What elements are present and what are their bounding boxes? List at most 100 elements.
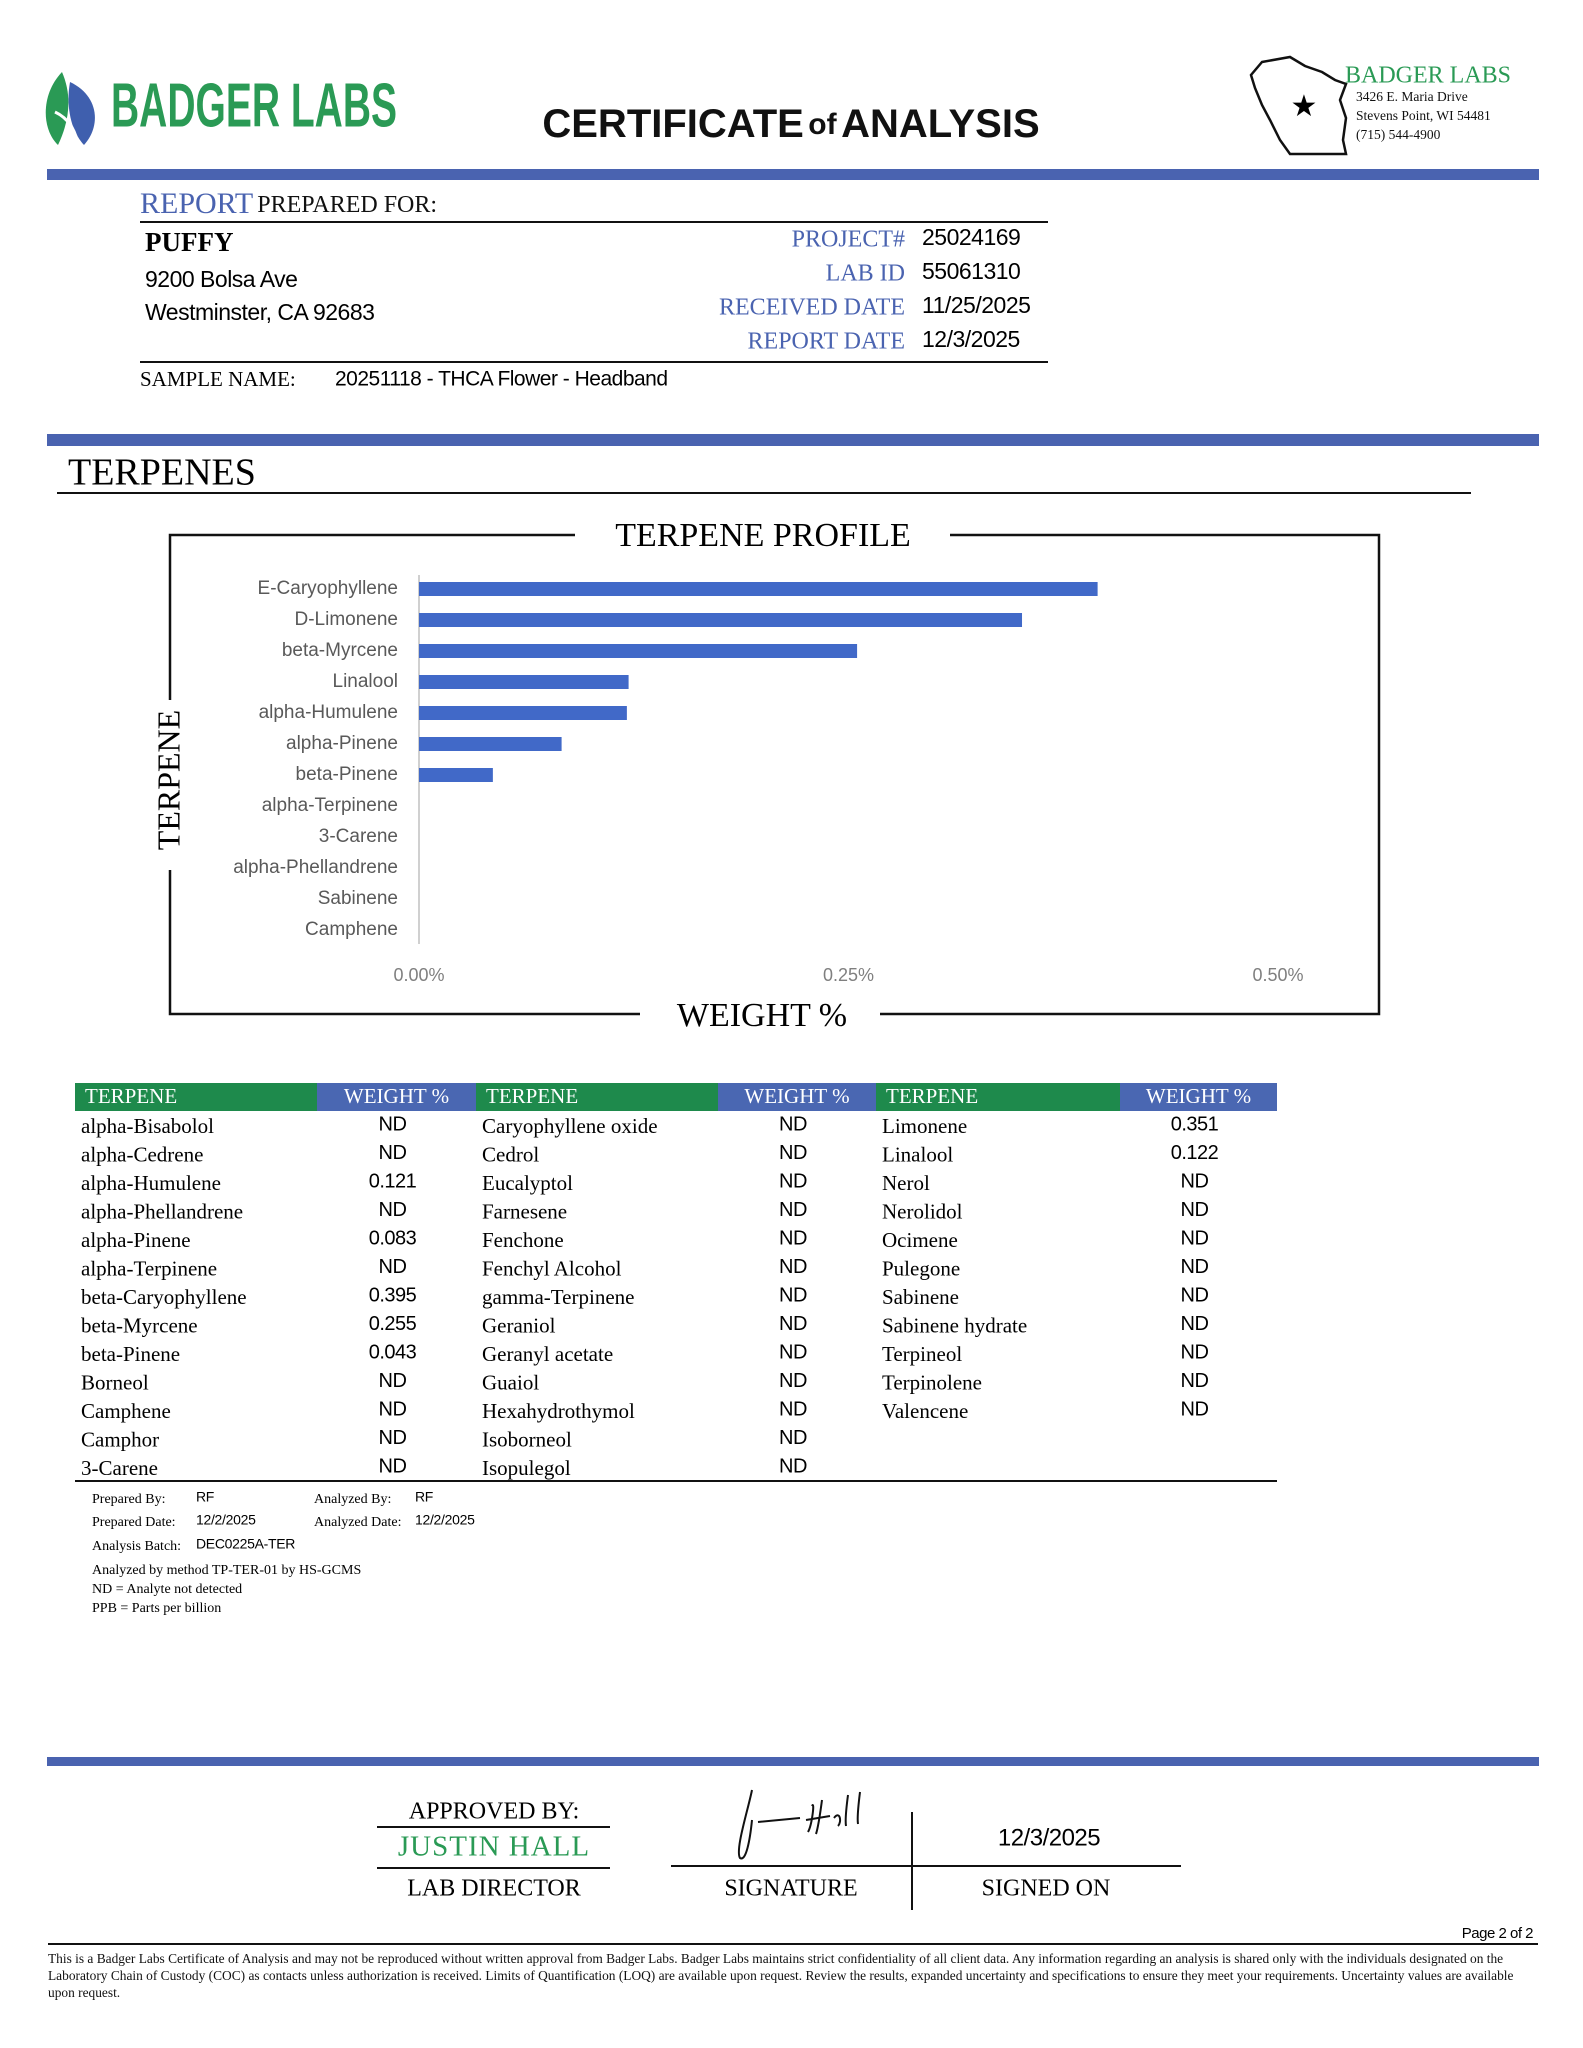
client-address: Westminster, CA 92683 <box>145 299 374 325</box>
field-value: 12/3/2025 <box>922 326 1020 352</box>
note-label: Analyzed By: <box>314 1492 391 1507</box>
note-label: Analysis Batch: <box>92 1539 181 1554</box>
frame-gap <box>155 700 185 870</box>
header-cell <box>1120 1083 1277 1111</box>
note-label: Prepared Date: <box>92 1515 176 1530</box>
terpene-weight: ND <box>779 1284 807 1306</box>
field-value: 25024169 <box>922 224 1020 250</box>
title-part: CERTIFICATE <box>542 102 803 146</box>
terpene-name: Caryophyllene oxide <box>482 1114 658 1138</box>
bar <box>419 613 1023 627</box>
field-label: PROJECT# <box>792 227 905 253</box>
terpene-name: 3-Carene <box>81 1456 158 1480</box>
terpene-name: Borneol <box>81 1370 149 1394</box>
terpene-name: Camphene <box>81 1399 171 1423</box>
signature <box>737 1789 861 1860</box>
terpene-name: beta-Myrcene <box>81 1313 198 1337</box>
signed-date: 12/3/2025 <box>998 1824 1100 1851</box>
field-value: 11/25/2025 <box>922 292 1030 318</box>
terpene-name: Sabinene <box>882 1285 959 1309</box>
terpene-weight: 0.255 <box>369 1313 417 1335</box>
terpene-weight: ND <box>779 1455 807 1477</box>
divider-bar <box>47 1757 1539 1766</box>
x-axis-label: WEIGHT % <box>677 997 847 1034</box>
logo-icon <box>45 72 95 147</box>
terpene-name: Linalool <box>882 1142 953 1166</box>
doc-title: CERTIFICATE of ANALYSIS <box>542 102 1039 146</box>
terpene-name: Guaiol <box>482 1370 539 1394</box>
note-value: 12/2/2025 <box>196 1512 256 1528</box>
header-cell <box>876 1083 1120 1111</box>
field-label: RECEIVED DATE <box>719 295 905 321</box>
header-text: TERPENE <box>85 1084 177 1108</box>
field-label: REPORT DATE <box>748 329 905 355</box>
map-outline <box>1249 55 1348 156</box>
note-label: Prepared By: <box>92 1492 165 1507</box>
header-text: WEIGHT % <box>344 1084 449 1108</box>
x-tick-label: 0.00% <box>393 965 444 985</box>
y-tick-label: beta-Myrcene <box>282 640 398 661</box>
note-value: RF <box>415 1489 433 1505</box>
page-number: Page 2 of 2 <box>1462 1925 1533 1942</box>
terpene-name: beta-Caryophyllene <box>81 1285 247 1309</box>
report-heading-part: PREPARED FOR: <box>257 192 437 218</box>
terpene-weight: 0.122 <box>1171 1142 1219 1164</box>
terpene-name: gamma-Terpinene <box>482 1285 634 1309</box>
terpene-name: Nerolidol <box>882 1199 963 1223</box>
terpene-weight: 0.043 <box>369 1341 417 1363</box>
terpene-name: Pulegone <box>882 1256 960 1280</box>
approved-label: APPROVED BY: <box>409 1799 580 1825</box>
chart-title: TERPENE PROFILE <box>615 517 911 554</box>
terpene-weight: ND <box>779 1427 807 1449</box>
document: BADGER LABS CERTIFICATE of ANALYSIS ★ BA… <box>45 55 1539 1945</box>
bar <box>419 675 629 689</box>
note-value: DEC0225A-TER <box>196 1536 295 1552</box>
sample-name: 20251118 - THCA Flower - Headband <box>335 368 668 391</box>
y-tick-label: alpha-Humulene <box>259 702 398 723</box>
report-heading: REPORT PREPARED FOR: <box>140 187 437 220</box>
y-tick-label: 3-Carene <box>319 826 398 847</box>
terpene-weight: ND <box>379 1398 407 1420</box>
y-tick-label: Sabinene <box>318 888 398 909</box>
y-tick-label: beta-Pinene <box>296 764 398 785</box>
lab-name: BADGER LABS <box>1345 63 1511 89</box>
terpene-name: beta-Pinene <box>81 1342 180 1366</box>
terpene-weight: ND <box>379 1427 407 1449</box>
terpene-weight: ND <box>779 1142 807 1164</box>
note-line: Analyzed by method TP-TER-01 by HS-GCMS <box>92 1563 361 1578</box>
field-label: LAB ID <box>826 261 905 287</box>
terpene-weight: 0.121 <box>369 1170 417 1192</box>
terpene-weight: ND <box>379 1199 407 1221</box>
divider-bar <box>47 434 1539 446</box>
terpene-weight: ND <box>1181 1170 1209 1192</box>
terpene-weight: ND <box>779 1398 807 1420</box>
terpene-name: Valencene <box>882 1399 968 1423</box>
x-tick-label: 0.25% <box>823 965 874 985</box>
y-axis-label: TERPENE <box>150 710 186 850</box>
lab-address: 3426 E. Maria Drive <box>1356 89 1468 104</box>
header-text: WEIGHT % <box>1146 1084 1251 1108</box>
terpene-name: Isoborneol <box>482 1427 572 1451</box>
note-line: ND = Analyte not detected <box>92 1582 242 1597</box>
y-tick-label: alpha-Terpinene <box>262 795 398 816</box>
terpene-weight: ND <box>379 1142 407 1164</box>
approver-role: LAB DIRECTOR <box>407 1876 581 1902</box>
terpene-weight: ND <box>1181 1398 1209 1420</box>
terpene-weight: ND <box>779 1227 807 1249</box>
terpene-name: Camphor <box>81 1427 159 1451</box>
terpene-weight: ND <box>1181 1227 1209 1249</box>
terpene-weight: ND <box>779 1313 807 1335</box>
header-cell <box>718 1083 876 1111</box>
x-tick-label: 0.50% <box>1252 965 1303 985</box>
terpene-name: alpha-Terpinene <box>81 1256 217 1280</box>
terpene-weight: ND <box>1181 1256 1209 1278</box>
terpene-name: Fenchyl Alcohol <box>482 1256 622 1280</box>
lab-address: Stevens Point, WI 54481 <box>1356 108 1491 123</box>
terpene-name: Terpinolene <box>882 1370 982 1394</box>
terpene-name: Terpineol <box>882 1342 962 1366</box>
bar <box>419 737 562 751</box>
sample-label: SAMPLE NAME: <box>140 367 296 391</box>
y-tick-label: E-Caryophyllene <box>258 578 398 599</box>
terpene-name: alpha-Phellandrene <box>81 1199 243 1223</box>
